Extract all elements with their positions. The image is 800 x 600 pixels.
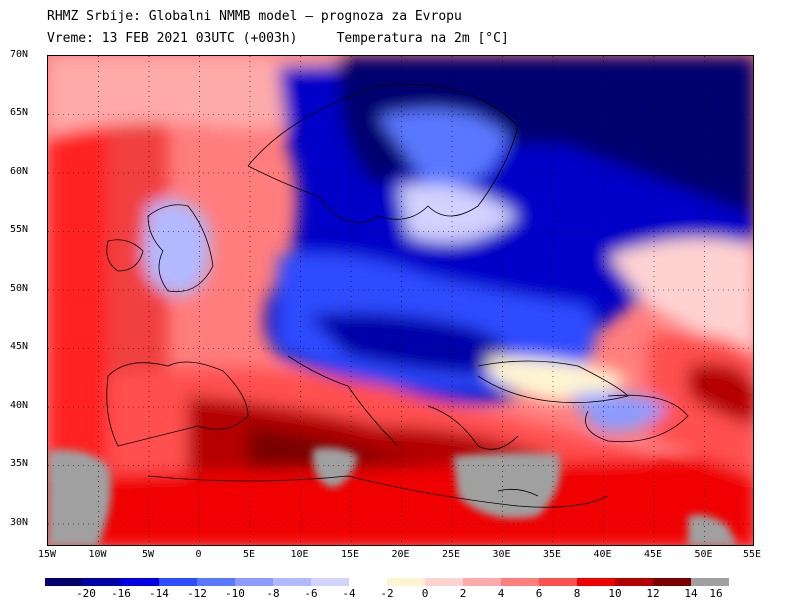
- legend-swatch: [691, 578, 729, 586]
- legend-swatch: [83, 578, 121, 586]
- lon-label-30e: 30E: [492, 549, 511, 560]
- lon-label-10e: 10E: [290, 549, 309, 560]
- lat-label-50n: 50N: [10, 283, 29, 294]
- lon-label-25e: 25E: [441, 549, 461, 560]
- legend-tick: -8: [266, 587, 280, 600]
- legend-tick: 8: [573, 587, 581, 600]
- legend-swatch: [349, 578, 387, 586]
- legend-swatch: [45, 578, 83, 586]
- map-title: RHMZ Srbije: Globalni NMMB model — progn…: [47, 9, 462, 24]
- legend-tick: -10: [225, 587, 245, 600]
- lat-label-40n: 40N: [10, 400, 29, 411]
- lat-label-45n: 45N: [10, 341, 29, 352]
- legend-swatch: [159, 578, 197, 586]
- lon-label-20e: 20E: [391, 549, 410, 560]
- forecast-time: Vreme: 13 FEB 2021 03UTC (+003h): [47, 31, 298, 46]
- legend-tick: 10: [608, 587, 622, 600]
- lat-label-30n: 30N: [10, 517, 29, 528]
- legend-tick: -2: [380, 587, 394, 600]
- legend-swatch: [197, 578, 235, 586]
- legend-tick: 6: [535, 587, 543, 600]
- lat-label-55n: 55N: [10, 224, 29, 235]
- lon-label-35e: 35E: [542, 549, 562, 560]
- legend-swatch: [653, 578, 691, 586]
- legend-swatch: [235, 578, 273, 586]
- legend-tick: 0: [421, 587, 429, 600]
- legend-swatch: [273, 578, 311, 586]
- legend-swatch: [539, 578, 577, 586]
- legend-tick: 16: [709, 587, 723, 600]
- coastlines: [106, 83, 689, 508]
- lon-label-5w: 5W: [141, 549, 155, 560]
- legend-swatch: [615, 578, 653, 586]
- temperature-field: [48, 56, 753, 545]
- variable-name: Temperatura na 2m [°C]: [336, 31, 509, 46]
- graticule: [48, 56, 753, 545]
- temperature-map: [47, 55, 754, 546]
- lat-label-35n: 35N: [10, 458, 29, 469]
- map-subtitle: Vreme: 13 FEB 2021 03UTC (+003h) Tempera…: [47, 31, 509, 46]
- lon-label-50e: 50E: [694, 549, 713, 560]
- legend-tick: 2: [459, 587, 467, 600]
- legend-swatch: [501, 578, 539, 586]
- lon-label-15e: 15E: [340, 549, 360, 560]
- lat-label-65n: 65N: [10, 107, 29, 118]
- lon-label-55e: 55E: [742, 549, 762, 560]
- legend-tick: -20: [76, 587, 96, 600]
- lon-label-40e: 40E: [593, 549, 612, 560]
- lon-label-0: 0: [195, 549, 202, 560]
- color-legend: [45, 578, 755, 586]
- lat-label-60n: 60N: [10, 166, 29, 177]
- legend-tick: -12: [187, 587, 207, 600]
- lat-label-70n: 70N: [10, 49, 29, 60]
- legend-tick: 12: [646, 587, 660, 600]
- legend-tick: -4: [342, 587, 356, 600]
- lon-label-10w: 10W: [88, 549, 107, 560]
- legend-swatch: [387, 578, 425, 586]
- legend-swatch: [311, 578, 349, 586]
- legend-tick: -16: [111, 587, 131, 600]
- legend-swatch: [577, 578, 615, 586]
- lon-label-45e: 45E: [643, 549, 663, 560]
- lon-label-5e: 5E: [242, 549, 256, 560]
- legend-swatch: [425, 578, 463, 586]
- legend-swatch: [121, 578, 159, 586]
- legend-tick: -14: [149, 587, 169, 600]
- legend-tick: 4: [497, 587, 505, 600]
- lon-label-15w: 15W: [37, 549, 57, 560]
- legend-swatch: [463, 578, 501, 586]
- legend-tick: 14: [684, 587, 698, 600]
- legend-tick: -6: [304, 587, 318, 600]
